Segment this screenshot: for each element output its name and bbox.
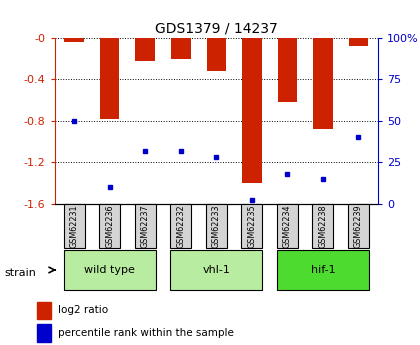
- Text: GSM62236: GSM62236: [105, 204, 114, 248]
- Bar: [241, 204, 262, 248]
- Text: GSM62232: GSM62232: [176, 204, 185, 248]
- Text: GSM62239: GSM62239: [354, 204, 363, 248]
- Bar: [37, 302, 51, 319]
- Bar: [277, 204, 298, 248]
- Text: GSM62238: GSM62238: [318, 204, 328, 248]
- Bar: [135, 38, 155, 61]
- Bar: [277, 250, 369, 290]
- Text: vhl-1: vhl-1: [202, 265, 230, 275]
- Bar: [37, 324, 51, 342]
- Bar: [348, 204, 369, 248]
- Text: GSM62231: GSM62231: [70, 204, 79, 248]
- Bar: [313, 38, 333, 129]
- Text: GSM62237: GSM62237: [141, 204, 150, 248]
- Bar: [64, 38, 84, 42]
- Bar: [312, 204, 333, 248]
- Bar: [207, 38, 226, 71]
- Bar: [135, 204, 156, 248]
- Bar: [170, 204, 191, 248]
- Bar: [170, 250, 262, 290]
- Text: GSM62233: GSM62233: [212, 204, 221, 248]
- Text: strain: strain: [4, 268, 36, 277]
- Bar: [171, 38, 191, 59]
- Bar: [64, 250, 156, 290]
- Bar: [242, 38, 262, 183]
- Bar: [278, 38, 297, 102]
- Text: wild type: wild type: [84, 265, 135, 275]
- Text: GSM62234: GSM62234: [283, 204, 292, 248]
- Bar: [99, 204, 120, 248]
- Text: percentile rank within the sample: percentile rank within the sample: [58, 328, 234, 338]
- Bar: [349, 38, 368, 46]
- Text: hif-1: hif-1: [311, 265, 335, 275]
- Bar: [206, 204, 227, 248]
- Bar: [100, 38, 119, 119]
- Title: GDS1379 / 14237: GDS1379 / 14237: [155, 21, 278, 36]
- Text: log2 ratio: log2 ratio: [58, 305, 108, 315]
- Text: GSM62235: GSM62235: [247, 204, 256, 248]
- Bar: [64, 204, 85, 248]
